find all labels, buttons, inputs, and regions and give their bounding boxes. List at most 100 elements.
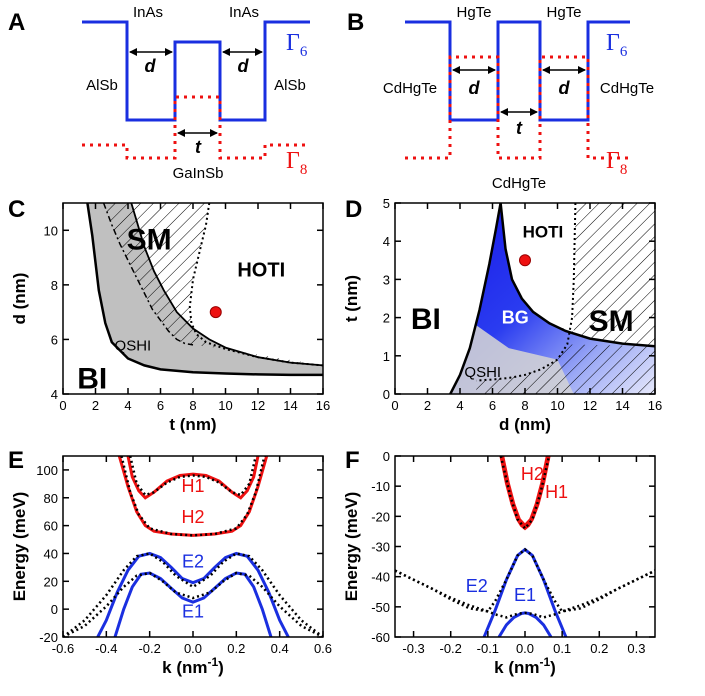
y-axis-label: Energy (meV): [10, 492, 29, 602]
series-label-e2: E2: [182, 551, 204, 571]
series-e2-line: [96, 551, 290, 637]
dotted-curve-1: [128, 456, 258, 497]
panel-letter: C: [8, 196, 25, 223]
y-tick-label: 4: [383, 234, 390, 249]
y-axis-label: Energy (meV): [342, 492, 361, 602]
x-tick-label: 4: [124, 398, 131, 413]
x-axis-label: k (nm-1): [494, 655, 556, 677]
region-label-qshi: QSHI: [115, 337, 152, 354]
label-barrier-right: AlSb: [274, 77, 306, 94]
label-gamma6: Γ6: [286, 30, 308, 60]
dotted-curve-4: [63, 571, 323, 637]
y-tick-label: 6: [51, 332, 58, 347]
series-h2-line: [117, 456, 269, 537]
bi-boundary-line: [449, 203, 502, 394]
y-tick-label: -20: [371, 509, 390, 524]
x-tick-label: 12: [583, 398, 597, 413]
y-tick-label: 40: [44, 546, 58, 561]
x-tick-label: 12: [251, 398, 265, 413]
label-center: CdHgTe: [492, 175, 546, 192]
y-tick-label: 8: [51, 278, 58, 293]
x-tick-label: 0.1: [553, 641, 571, 656]
label-t: t: [195, 137, 202, 157]
hoti-point: [519, 254, 531, 267]
y-tick-label: -10: [371, 479, 390, 494]
x-tick-label: 10: [550, 398, 564, 413]
x-tick-label: 14: [283, 398, 297, 413]
x-tick-label: 0.2: [590, 641, 608, 656]
y-tick-label: 5: [383, 196, 390, 211]
region-label-bi: BI: [411, 303, 441, 336]
series-h1-line: [126, 456, 260, 500]
label-barrier-right: CdHgTe: [600, 80, 654, 97]
dotted-curve-1: [499, 456, 551, 531]
x-tick-label: 2: [92, 398, 99, 413]
sm-hatched-upper: [549, 203, 655, 347]
x-tick-label: 0: [391, 398, 398, 413]
x-tick-label: 8: [521, 398, 528, 413]
plot-area: [86, 203, 323, 377]
x-tick-label: 0.4: [271, 641, 289, 656]
dotted-curve-2: [395, 547, 655, 613]
y-tick-label: 10: [44, 223, 58, 238]
y-tick-label: 0: [51, 602, 58, 617]
x-tick-label: 8: [189, 398, 196, 413]
label-barrier-left: AlSb: [86, 77, 118, 94]
sm-boundary-line: [499, 203, 655, 348]
x-tick-label: -0.2: [440, 641, 462, 656]
x-tick-label: -0.4: [95, 641, 117, 656]
dotted-curve-3: [395, 569, 655, 619]
dotted-line: [188, 203, 323, 367]
x-tick-label: -0.1: [477, 641, 499, 656]
y-tick-label: 0: [383, 449, 390, 464]
x-tick-label: -0.2: [138, 641, 160, 656]
y-tick-label: -40: [371, 570, 390, 585]
x-tick-label: 6: [157, 398, 164, 413]
label-t: t: [516, 118, 523, 138]
y-tick-label: -50: [371, 600, 390, 615]
label-d-left: d: [145, 56, 157, 76]
series-label-h2: H2: [181, 507, 204, 527]
label-well-left: HgTe: [456, 4, 491, 21]
gamma8-band-line: [405, 55, 630, 160]
y-tick-label: 3: [383, 272, 390, 287]
region-label-sm: SM: [589, 305, 634, 338]
panel-letter: E: [8, 447, 24, 474]
series-label-h1: H1: [545, 482, 568, 502]
x-tick-label: -0.3: [402, 641, 424, 656]
region-label-qshi: QSHI: [464, 364, 501, 381]
panel-letter: F: [345, 447, 360, 474]
gamma6-band-line: [405, 20, 630, 122]
y-tick-label: -60: [371, 630, 390, 645]
chart-panels: SM HOTI QSHI BI 0 2 4 6 8 10 12 14 16 4 6 8 10 t (nm) d (n…: [8, 196, 662, 677]
series-label-e1: E1: [182, 602, 204, 622]
hoti-point: [209, 306, 222, 319]
series-label-h2: H2: [521, 464, 544, 484]
x-tick-label: 0.0: [184, 641, 202, 656]
series-label-h1: H1: [181, 476, 204, 496]
label-barrier-left: CdHgTe: [383, 80, 437, 97]
panel-letter: D: [345, 196, 362, 223]
x-axis-label: k (nm-1): [162, 655, 224, 677]
qshi-region: [87, 203, 323, 375]
y-axis-label: d (nm): [10, 273, 29, 325]
x-tick-label: 16: [648, 398, 662, 413]
sm-hatched-region: [103, 203, 323, 366]
label-gamma8: Γ8: [606, 148, 627, 178]
region-label-hoti: HOTI: [237, 260, 285, 282]
y-tick-label: -20: [39, 630, 58, 645]
y-tick-label: 80: [44, 491, 58, 506]
x-tick-label: 0.2: [227, 641, 245, 656]
label-d-left: d: [469, 78, 481, 98]
plot-area: [449, 203, 655, 394]
y-tick-label: 0: [383, 387, 390, 402]
y-axis-label: t (nm): [342, 275, 361, 322]
panel-a: A InAs InAs AlSb AlSb GaInSb d d t Γ6 Γ8: [8, 4, 310, 182]
y-tick-label: 60: [44, 519, 58, 534]
x-tick-label: 0: [59, 398, 66, 413]
x-tick-label: 2: [424, 398, 431, 413]
series-e1-line: [113, 571, 273, 637]
x-axis-label: d (nm): [499, 415, 551, 434]
